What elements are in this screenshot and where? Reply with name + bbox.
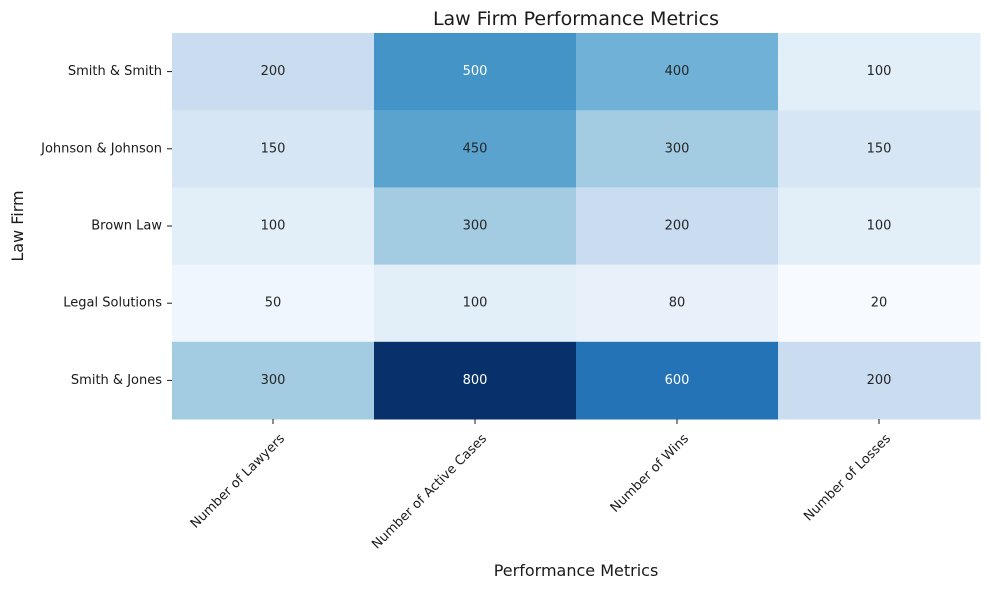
cell-value-label: 400 [665, 64, 690, 79]
cell-value-label: 200 [665, 219, 690, 234]
chart-title: Law Firm Performance Metrics [433, 8, 719, 30]
heatmap-cell [172, 264, 375, 343]
heatmap-cell [576, 264, 779, 343]
heatmap-cell [374, 341, 577, 420]
heatmap-cell [172, 187, 375, 266]
y-tick-label: Johnson & Johnson [40, 141, 162, 156]
heatmap-cells [172, 33, 981, 420]
heatmap-cell [576, 187, 779, 266]
cell-value-label: 800 [463, 373, 488, 388]
cell-value-label: 80 [669, 296, 686, 311]
heatmap-cell [778, 341, 981, 420]
cell-value-label: 150 [867, 141, 892, 156]
heatmap-cell [778, 264, 981, 343]
y-tick-label: Brown Law [91, 219, 162, 234]
cell-value-label: 200 [261, 64, 286, 79]
x-tick-label: Number of Losses [801, 431, 894, 524]
heatmap-cell [576, 110, 779, 188]
heatmap-cell [374, 187, 577, 266]
x-tick-label: Number of Lawyers [188, 431, 288, 531]
cell-value-label: 300 [261, 373, 286, 388]
cell-value-label: 150 [261, 141, 286, 156]
cell-value-label: 100 [463, 296, 488, 311]
x-tick-label: Number of Wins [608, 431, 692, 515]
heatmap-cell [374, 264, 577, 343]
heatmap-cell [172, 341, 375, 420]
heatmap-cell [172, 110, 375, 188]
cell-value-label: 450 [463, 141, 488, 156]
y-axis-title: Law Firm [8, 190, 27, 261]
heatmap-cell [778, 33, 981, 111]
heatmap-cell [576, 33, 779, 111]
cell-value-label: 100 [867, 64, 892, 79]
y-tick-label: Smith & Smith [68, 64, 162, 79]
cell-value-label: 600 [665, 373, 690, 388]
cell-value-label: 100 [261, 219, 286, 234]
heatmap-cell [172, 33, 375, 111]
heatmap-cell [374, 33, 577, 111]
cell-value-label: 100 [867, 219, 892, 234]
heatmap-cell [374, 110, 577, 188]
cell-value-label: 200 [867, 373, 892, 388]
cell-value-label: 300 [463, 219, 488, 234]
x-axis-title: Performance Metrics [494, 561, 659, 580]
cell-value-label: 500 [463, 64, 488, 79]
cell-value-label: 300 [665, 141, 690, 156]
x-axis-ticks: Number of Lawyers Number of Active Cases N… [188, 419, 894, 552]
heatmap-cell [778, 187, 981, 266]
y-tick-label: Legal Solutions [63, 296, 162, 311]
heatmap-cell [576, 341, 779, 420]
x-tick-label: Number of Active Cases [369, 431, 490, 552]
heatmap-cell-labels: 200 500 400 100 150 450 300 150 100 300 200 100 50 10… [261, 64, 892, 388]
y-tick-label: Smith & Jones [71, 373, 162, 388]
y-axis-ticks: Smith & Smith Johnson & Johnson Brown Law L… [40, 64, 172, 388]
cell-value-label: 50 [265, 296, 282, 311]
heatmap-cell [778, 110, 981, 188]
cell-value-label: 20 [871, 296, 888, 311]
